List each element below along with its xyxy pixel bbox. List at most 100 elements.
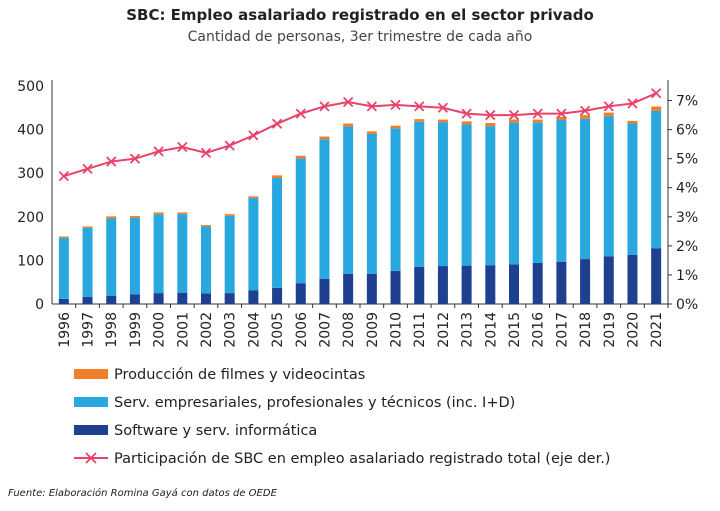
- bar-films: [272, 175, 283, 178]
- line-point-marker: [485, 109, 496, 121]
- bar-services: [343, 126, 354, 274]
- line-point-marker: [366, 101, 377, 112]
- y-right-tick-label: 1%: [676, 268, 698, 284]
- bar-services: [272, 177, 283, 288]
- bar-services: [366, 133, 377, 274]
- legend-participation-label: Participación de SBC en empleo asalariad…: [114, 451, 610, 467]
- line-point-marker: [414, 101, 425, 112]
- legend-participation-marker: [85, 452, 97, 464]
- bar-services: [390, 128, 401, 271]
- x-tick-label: 2010: [389, 312, 405, 348]
- line-point-marker: [651, 88, 662, 99]
- bar-films: [319, 136, 330, 140]
- y-right-tick-label: 2%: [676, 239, 698, 255]
- bar-software: [153, 293, 164, 304]
- bar-software: [366, 273, 377, 304]
- bar-films: [58, 236, 69, 238]
- line-point-marker: [200, 147, 212, 158]
- line-point-marker: [248, 130, 259, 141]
- x-tick-label: 2012: [436, 312, 452, 348]
- bar-software: [437, 266, 448, 304]
- x-tick-label: 1998: [104, 312, 120, 348]
- bar-films: [485, 123, 496, 127]
- bar-films: [651, 106, 662, 111]
- bar-films: [129, 215, 140, 218]
- line-point-marker: [177, 141, 188, 153]
- bar-films: [461, 121, 472, 125]
- bar-services: [651, 110, 662, 249]
- bar-services: [224, 215, 235, 294]
- x-tick-label: 2007: [317, 312, 333, 348]
- bar-software: [224, 293, 235, 304]
- chart-title: SBC: Empleo asalariado registrado en el …: [126, 6, 594, 24]
- bar-services: [58, 237, 69, 299]
- x-tick-label: 1996: [57, 312, 73, 348]
- x-tick-label: 2015: [507, 312, 523, 348]
- y-right-tick-label: 6%: [676, 123, 698, 139]
- legend-services-swatch: [74, 397, 108, 407]
- x-tick-label: 2018: [578, 312, 594, 348]
- bar-services: [532, 122, 543, 264]
- bar-films: [153, 212, 164, 215]
- bar-films: [603, 112, 614, 117]
- bar-software: [106, 295, 117, 304]
- y-right-tick-label: 4%: [676, 181, 698, 197]
- bar-films: [414, 119, 425, 122]
- y-right-tick-label: 7%: [676, 94, 698, 110]
- bar-services: [129, 217, 140, 295]
- bar-films: [532, 119, 543, 123]
- x-tick-label: 2011: [412, 312, 428, 348]
- bar-services: [461, 124, 472, 266]
- y-left-tick-label: 300: [17, 166, 44, 182]
- bar-services: [248, 198, 259, 291]
- x-tick-label: 2017: [554, 312, 570, 348]
- x-tick-label: 2009: [365, 312, 381, 348]
- line-point-marker: [579, 105, 591, 116]
- bar-films: [366, 131, 377, 134]
- bar-films: [509, 119, 519, 123]
- x-tick-label: 2014: [483, 312, 499, 348]
- line-point-marker: [437, 102, 449, 113]
- y-right-tick-label: 3%: [676, 210, 698, 226]
- bar-films: [82, 226, 93, 228]
- bar-films: [295, 155, 306, 159]
- y-left-tick-label: 200: [17, 210, 44, 226]
- y-left-tick-label: 500: [17, 79, 44, 95]
- bar-services: [414, 121, 425, 267]
- line-point-marker: [556, 108, 567, 119]
- bar-services: [295, 158, 306, 284]
- x-tick-label: 2008: [341, 312, 357, 348]
- bar-software: [627, 254, 638, 304]
- line-point-marker: [627, 98, 638, 109]
- x-tick-label: 2005: [270, 312, 286, 348]
- bar-films: [248, 196, 259, 199]
- bar-services: [177, 214, 188, 293]
- bar-software: [129, 294, 140, 304]
- bar-films: [224, 214, 235, 216]
- bar-software: [58, 298, 69, 304]
- bar-films: [106, 216, 117, 219]
- bar-services: [319, 139, 330, 279]
- bar-films: [201, 225, 211, 227]
- x-tick-label: 1997: [81, 312, 97, 348]
- bar-software: [201, 293, 211, 304]
- line-participation: [63, 92, 657, 178]
- x-tick-label: 2006: [294, 312, 310, 348]
- bar-services: [627, 123, 638, 255]
- bar-services: [509, 122, 519, 265]
- line-point-marker: [343, 96, 354, 108]
- x-tick-label: 1999: [128, 312, 144, 348]
- bar-services: [437, 122, 448, 267]
- legend-software-swatch: [74, 425, 108, 435]
- bar-software: [177, 292, 188, 304]
- bar-services: [106, 218, 117, 296]
- bar-services: [580, 118, 591, 260]
- y-left-tick-label: 0: [35, 297, 44, 313]
- bar-software: [651, 248, 662, 304]
- bar-software: [603, 256, 614, 304]
- legend-films-swatch: [74, 369, 108, 379]
- x-tick-label: 2016: [531, 312, 547, 348]
- bar-films: [627, 120, 638, 124]
- bar-software: [461, 265, 472, 304]
